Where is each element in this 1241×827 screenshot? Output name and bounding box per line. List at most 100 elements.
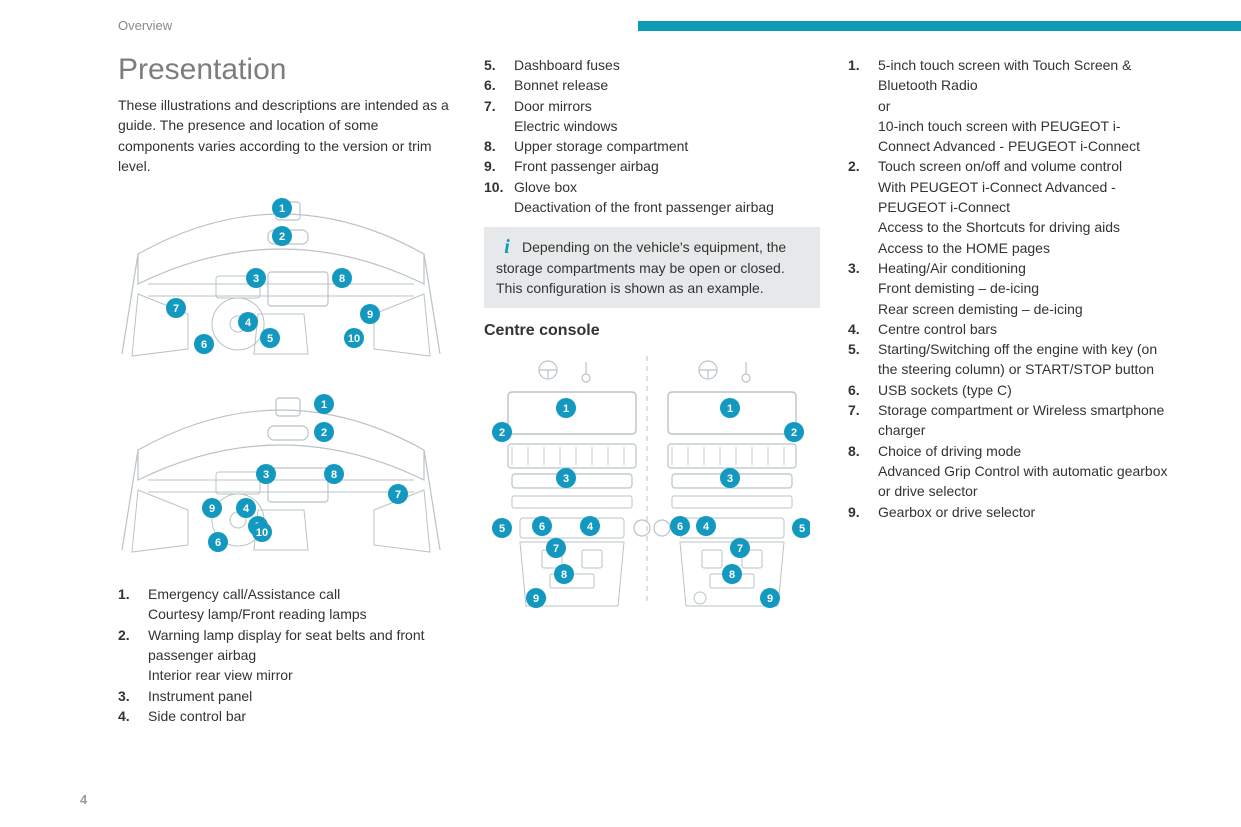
list-item: Door mirrorsElectric windows [484, 96, 820, 137]
list-item-line: Access to the Shortcuts for driving aids [878, 217, 1171, 237]
svg-text:3: 3 [563, 473, 569, 485]
list-item: 5-inch touch screen with Touch Screen & … [848, 55, 1171, 156]
header-accent-bar [638, 21, 1241, 31]
info-icon: i [496, 237, 518, 257]
dashboard-diagram: 1234567891012345678910 [118, 184, 456, 576]
svg-text:5: 5 [499, 523, 505, 535]
intro-text: These illustrations and descriptions are… [118, 95, 456, 176]
svg-text:9: 9 [209, 503, 215, 515]
dashboard-list: Emergency call/Assistance callCourtesy l… [118, 584, 456, 726]
list-item-line: Access to the HOME pages [878, 238, 1171, 258]
list-item: Dashboard fuses [484, 55, 820, 75]
list-item-line: With PEUGEOT i-Connect Advanced - PEUGEO… [878, 177, 1171, 218]
list-item: Bonnet release [484, 75, 820, 95]
list-item-line: 5-inch touch screen with Touch Screen & … [878, 55, 1171, 96]
list-item-line: Front passenger airbag [514, 156, 820, 176]
page-number: 4 [80, 792, 87, 807]
svg-text:7: 7 [395, 489, 401, 501]
header-row: Overview [0, 0, 1241, 33]
list-item-line: Side control bar [148, 706, 456, 726]
list-item-line: Dashboard fuses [514, 55, 820, 75]
svg-text:9: 9 [767, 593, 773, 605]
list-item-line: Choice of driving mode [878, 441, 1171, 461]
section-label: Overview [118, 18, 638, 33]
svg-text:3: 3 [263, 469, 269, 481]
list-item-line: Gearbox or drive selector [878, 502, 1171, 522]
svg-text:4: 4 [245, 317, 252, 329]
svg-text:7: 7 [173, 303, 179, 315]
svg-text:3: 3 [253, 273, 259, 285]
svg-text:6: 6 [215, 537, 221, 549]
list-item-line: Deactivation of the front passenger airb… [514, 197, 820, 217]
list-item-line: or [878, 96, 1171, 116]
list-item: USB sockets (type C) [848, 380, 1171, 400]
list-item: Centre control bars [848, 319, 1171, 339]
centre-console-heading: Centre console [484, 322, 820, 340]
svg-text:7: 7 [553, 543, 559, 555]
svg-text:5: 5 [267, 333, 273, 345]
content: Presentation These illustrations and des… [0, 33, 1241, 726]
svg-text:2: 2 [791, 427, 797, 439]
list-item: Front passenger airbag [484, 156, 820, 176]
svg-text:4: 4 [703, 521, 710, 533]
svg-text:6: 6 [677, 521, 683, 533]
svg-text:4: 4 [587, 521, 594, 533]
list-item: Instrument panel [118, 686, 456, 706]
list-item: Upper storage compartment [484, 136, 820, 156]
list-item: Side control bar [118, 706, 456, 726]
info-text: Depending on the vehicle's equipment, th… [496, 239, 786, 296]
list-item: Glove boxDeactivation of the front passe… [484, 177, 820, 218]
page-title: Presentation [118, 53, 456, 87]
centre-console-diagram: 123456789123456789 [484, 348, 820, 614]
centre-console-list: 5-inch touch screen with Touch Screen & … [848, 55, 1171, 522]
list-item-line: Front demisting – de-icing [878, 278, 1171, 298]
list-item: Heating/Air conditioningFront demisting … [848, 258, 1171, 319]
list-item-line: Advanced Grip Control with automatic gea… [878, 461, 1171, 502]
svg-text:10: 10 [348, 333, 360, 345]
svg-text:5: 5 [799, 523, 805, 535]
list-item-line: USB sockets (type C) [878, 380, 1171, 400]
svg-text:9: 9 [367, 309, 373, 321]
column-3: 5-inch touch screen with Touch Screen & … [848, 41, 1171, 726]
dashboard-list-continued: Dashboard fusesBonnet releaseDoor mirror… [484, 55, 820, 217]
list-item-line: Storage compartment or Wireless smartpho… [878, 400, 1171, 441]
list-item: Warning lamp display for seat belts and … [118, 625, 456, 686]
list-item: Starting/Switching off the engine with k… [848, 339, 1171, 380]
svg-text:9: 9 [533, 593, 539, 605]
list-item-line: 10-inch touch screen with PEUGEOT i-Conn… [878, 116, 1171, 157]
svg-text:1: 1 [321, 399, 327, 411]
list-item-line: Bonnet release [514, 75, 820, 95]
svg-text:6: 6 [539, 521, 545, 533]
svg-text:7: 7 [737, 543, 743, 555]
list-item: Touch screen on/off and volume controlWi… [848, 156, 1171, 257]
list-item-line: Interior rear view mirror [148, 665, 456, 685]
svg-text:1: 1 [727, 403, 733, 415]
svg-text:4: 4 [243, 503, 250, 515]
list-item-line: Upper storage compartment [514, 136, 820, 156]
svg-text:6: 6 [201, 339, 207, 351]
list-item-line: Warning lamp display for seat belts and … [148, 625, 456, 666]
list-item: Emergency call/Assistance callCourtesy l… [118, 584, 456, 625]
list-item-line: Centre control bars [878, 319, 1171, 339]
column-1: Presentation These illustrations and des… [118, 41, 456, 726]
list-item: Gearbox or drive selector [848, 502, 1171, 522]
svg-text:8: 8 [729, 569, 735, 581]
list-item-line: Heating/Air conditioning [878, 258, 1171, 278]
list-item-line: Rear screen demisting – de-icing [878, 299, 1171, 319]
svg-text:2: 2 [499, 427, 505, 439]
info-box: iDepending on the vehicle's equipment, t… [484, 227, 820, 308]
list-item-line: Emergency call/Assistance call [148, 584, 456, 604]
svg-text:1: 1 [279, 203, 285, 215]
list-item-line: Touch screen on/off and volume control [878, 156, 1171, 176]
svg-text:8: 8 [331, 469, 337, 481]
svg-text:3: 3 [727, 473, 733, 485]
list-item-line: Starting/Switching off the engine with k… [878, 339, 1171, 380]
svg-text:2: 2 [279, 231, 285, 243]
svg-text:1: 1 [563, 403, 569, 415]
svg-text:8: 8 [561, 569, 567, 581]
list-item-line: Courtesy lamp/Front reading lamps [148, 604, 456, 624]
list-item-line: Electric windows [514, 116, 820, 136]
list-item-line: Door mirrors [514, 96, 820, 116]
list-item: Choice of driving modeAdvanced Grip Cont… [848, 441, 1171, 502]
list-item: Storage compartment or Wireless smartpho… [848, 400, 1171, 441]
